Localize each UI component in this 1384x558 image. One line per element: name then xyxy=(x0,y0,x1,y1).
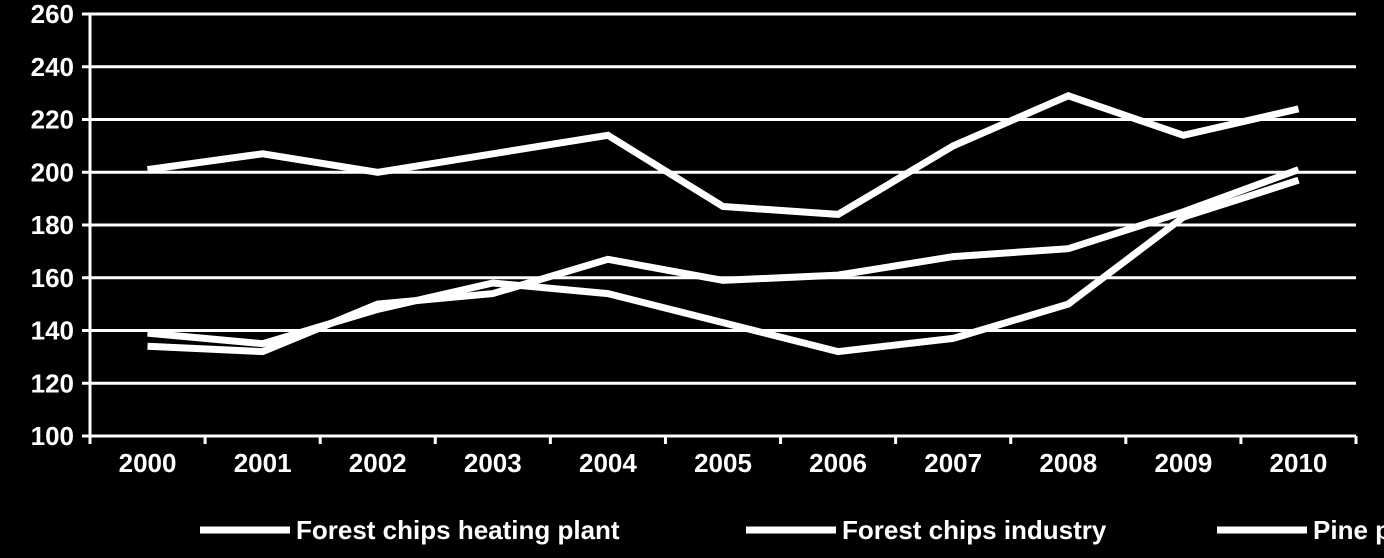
y-tick-label: 120 xyxy=(31,368,74,398)
legend-item: Forest chips industry xyxy=(746,515,1107,545)
svg-text:200: 200 xyxy=(31,157,74,187)
svg-text:160: 160 xyxy=(31,263,74,293)
svg-text:2003: 2003 xyxy=(464,448,522,478)
svg-text:180: 180 xyxy=(31,210,74,240)
y-tick-label: 220 xyxy=(31,105,74,135)
x-tick-label: 2009 xyxy=(1154,448,1212,478)
svg-text:140: 140 xyxy=(31,316,74,346)
line-chart: 100 120 140 160 180 200 220 240 260 2000 2001 2002 2… xyxy=(0,0,1384,558)
legend-label: Pine pulpwood xyxy=(1313,515,1384,545)
svg-text:2006: 2006 xyxy=(809,448,867,478)
svg-text:2002: 2002 xyxy=(349,448,407,478)
svg-text:2001: 2001 xyxy=(234,448,292,478)
x-tick-label: 2000 xyxy=(119,448,177,478)
y-tick-label: 180 xyxy=(31,210,74,240)
x-tick-label: 2008 xyxy=(1039,448,1097,478)
y-tick-label: 140 xyxy=(31,316,74,346)
svg-text:2008: 2008 xyxy=(1039,448,1097,478)
x-tick-label: 2010 xyxy=(1270,448,1328,478)
svg-text:2009: 2009 xyxy=(1154,448,1212,478)
legend-label: Forest chips industry xyxy=(842,515,1107,545)
svg-text:2007: 2007 xyxy=(924,448,982,478)
x-tick-label: 2002 xyxy=(349,448,407,478)
svg-text:240: 240 xyxy=(31,52,74,82)
y-tick-label: 240 xyxy=(31,52,74,82)
x-tick-label: 2004 xyxy=(579,448,637,478)
x-tick-label: 2005 xyxy=(694,448,752,478)
svg-text:120: 120 xyxy=(31,368,74,398)
x-tick-label: 2006 xyxy=(809,448,867,478)
y-tick-label: 260 xyxy=(31,0,74,29)
y-tick-label: 200 xyxy=(31,157,74,187)
legend-label: Forest chips heating plant xyxy=(296,515,620,545)
legend-item: Forest chips heating plant xyxy=(200,515,620,545)
series-line xyxy=(148,96,1299,215)
y-tick-label: 160 xyxy=(31,263,74,293)
svg-text:100: 100 xyxy=(31,421,74,451)
x-tick-label: 2007 xyxy=(924,448,982,478)
svg-text:2000: 2000 xyxy=(119,448,177,478)
x-tick-label: 2001 xyxy=(234,448,292,478)
svg-text:2005: 2005 xyxy=(694,448,752,478)
y-tick-label: 100 xyxy=(31,421,74,451)
legend-item: Pine pulpwood xyxy=(1217,515,1384,545)
chart-svg: 100 120 140 160 180 200 220 240 260 2000 2001 2002 2… xyxy=(0,0,1384,558)
svg-text:220: 220 xyxy=(31,105,74,135)
svg-text:260: 260 xyxy=(31,0,74,29)
x-tick-label: 2003 xyxy=(464,448,522,478)
svg-text:2010: 2010 xyxy=(1270,448,1328,478)
svg-text:2004: 2004 xyxy=(579,448,637,478)
